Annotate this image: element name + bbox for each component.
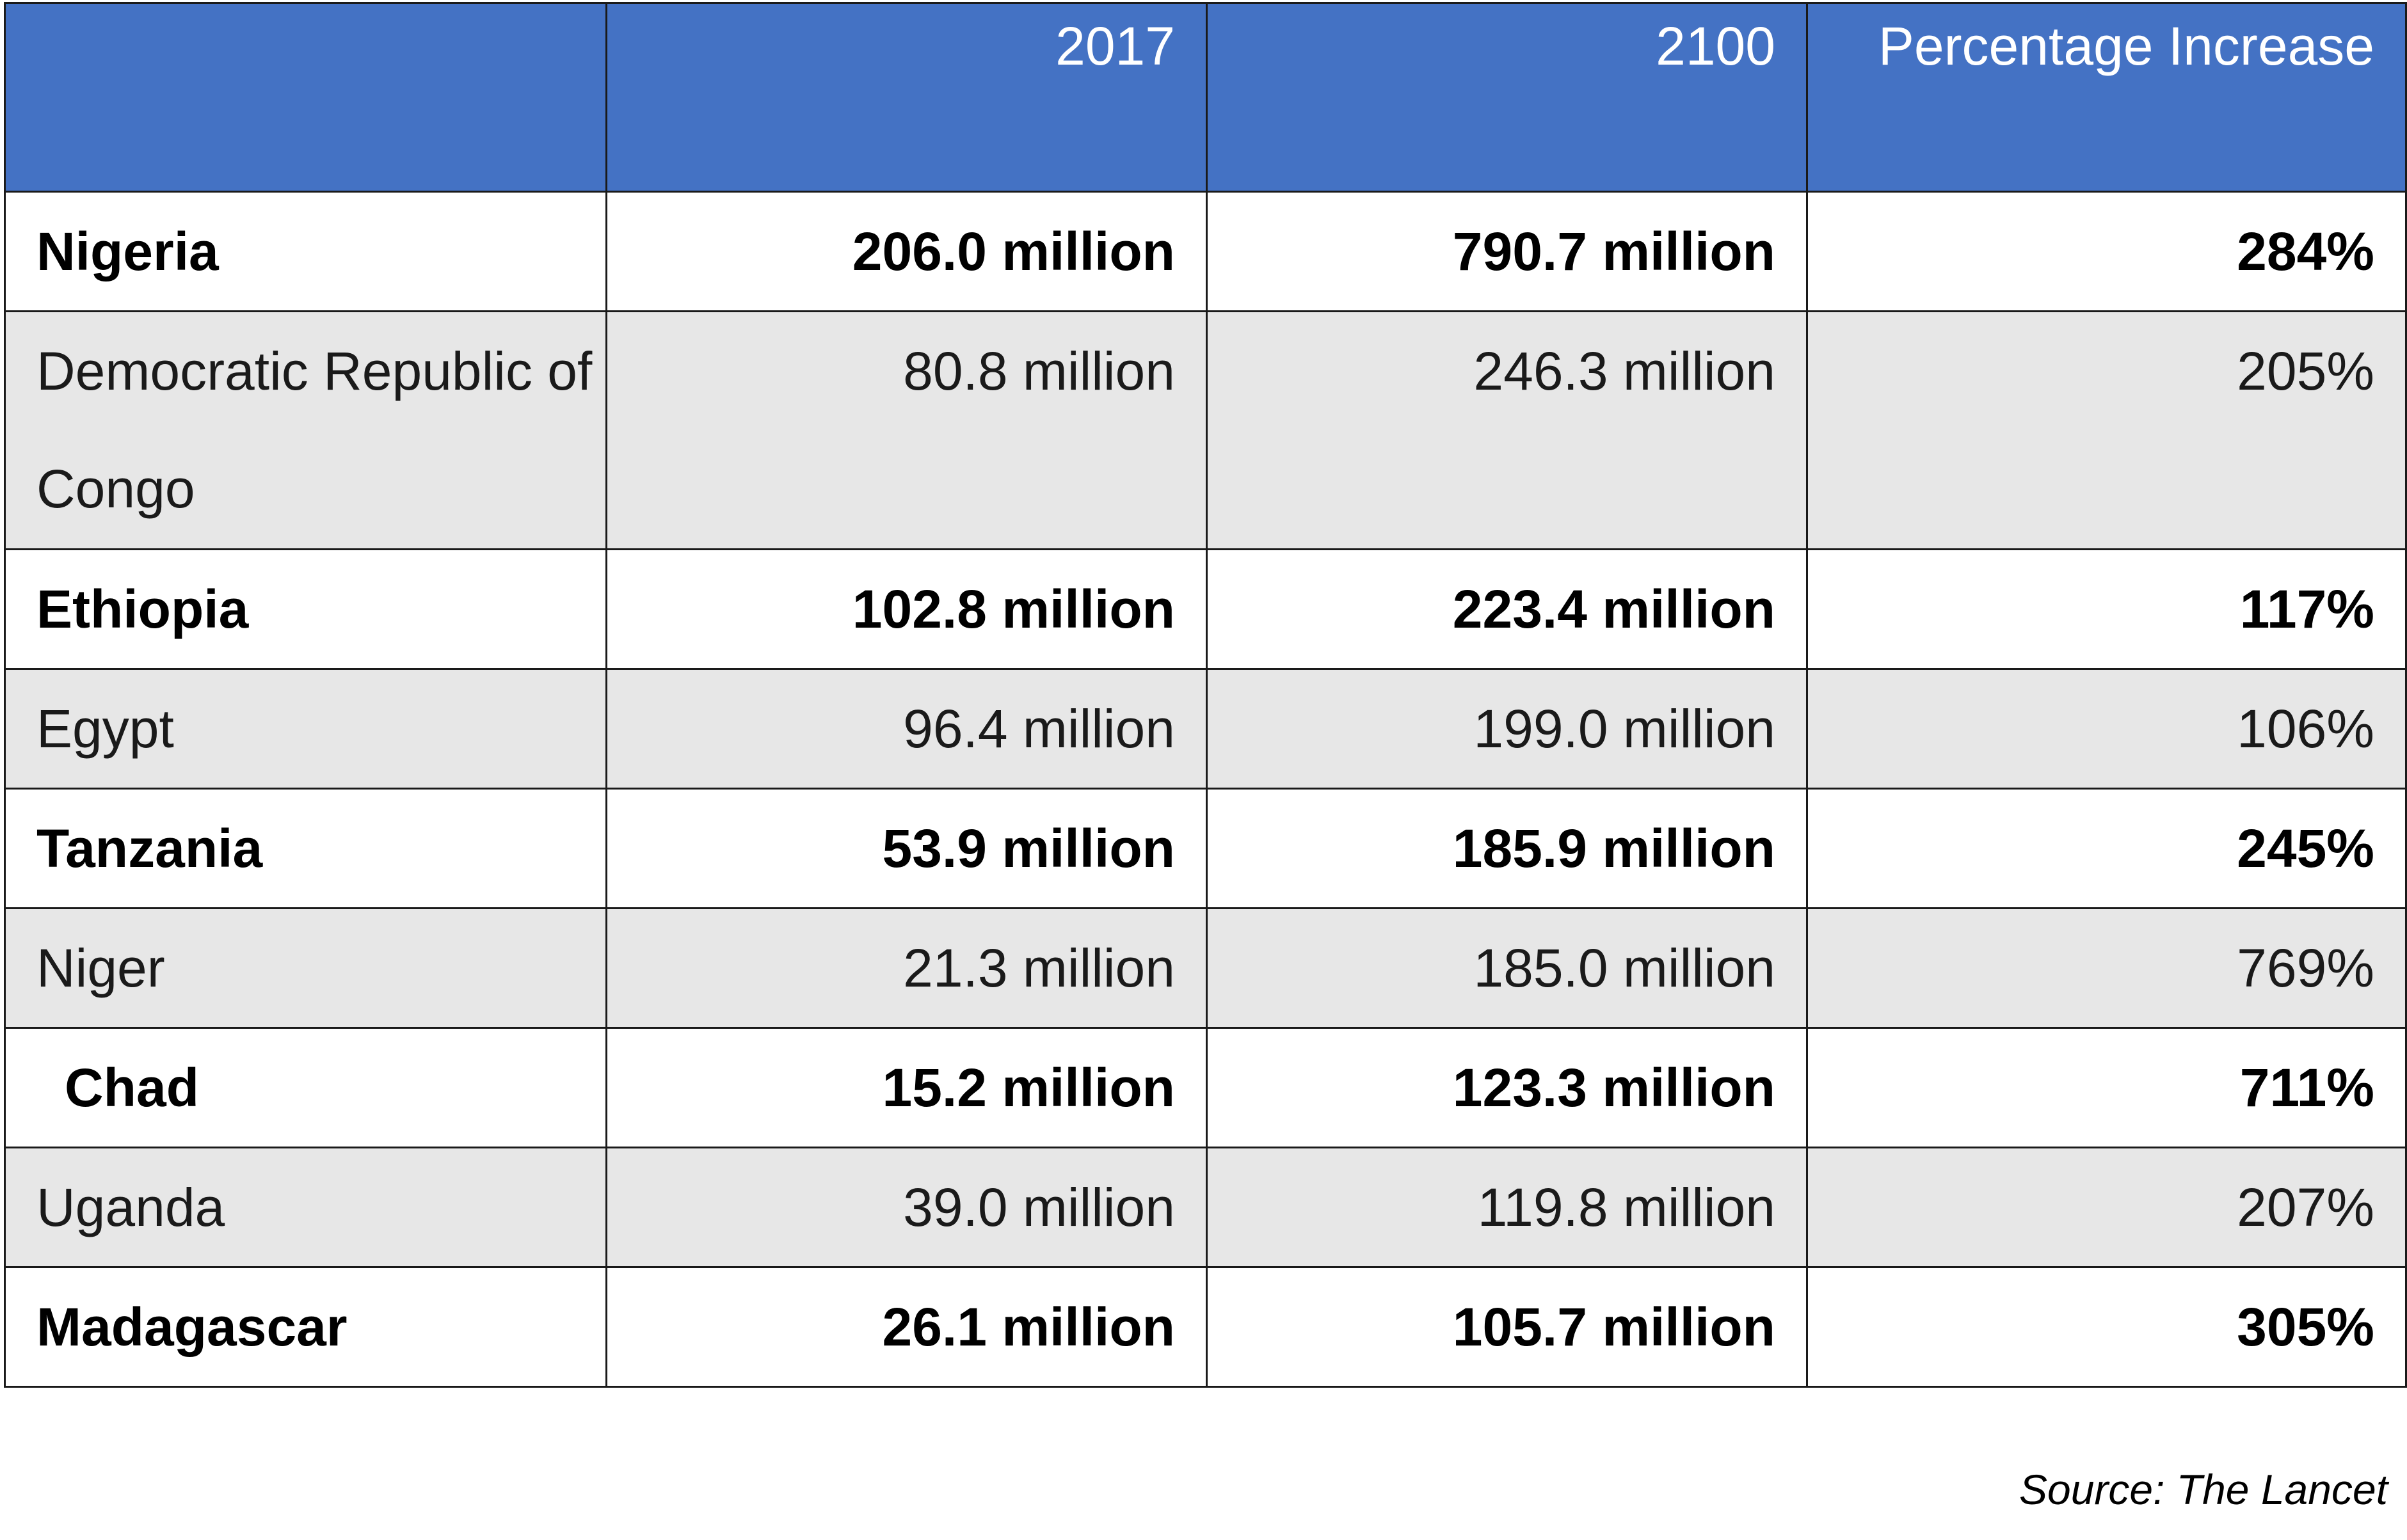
increase-cell: 284% <box>1806 191 2407 312</box>
country-cell: Niger <box>4 907 607 1029</box>
table-row: Ethiopia 102.8 million 223.4 million 117… <box>4 548 2407 670</box>
value-2100-cell: 223.4 million <box>1206 548 1808 670</box>
table-row: Egypt 96.4 million 199.0 million 106% <box>4 668 2407 790</box>
value-2017-cell: 96.4 million <box>605 668 1208 790</box>
increase-cell: 117% <box>1806 548 2407 670</box>
header-percentage-increase: Percentage Increase <box>1806 2 2407 193</box>
country-cell: Democratic Republic of Congo <box>4 310 607 550</box>
value-2017-cell: 26.1 million <box>605 1266 1208 1388</box>
increase-cell: 305% <box>1806 1266 2407 1388</box>
increase-cell: 205% <box>1806 310 2407 550</box>
increase-cell: 207% <box>1806 1147 2407 1268</box>
country-cell: Uganda <box>4 1147 607 1268</box>
value-2100-cell: 790.7 million <box>1206 191 1808 312</box>
increase-cell: 245% <box>1806 788 2407 909</box>
value-2100-cell: 185.9 million <box>1206 788 1808 909</box>
value-2100-cell: 105.7 million <box>1206 1266 1808 1388</box>
header-2017: 2017 <box>605 2 1208 193</box>
value-2017-cell: 21.3 million <box>605 907 1208 1029</box>
table-row: Uganda 39.0 million 119.8 million 207% <box>4 1147 2407 1268</box>
increase-cell: 711% <box>1806 1027 2407 1148</box>
table-row: Democratic Republic of Congo 80.8 millio… <box>4 310 2407 550</box>
country-cell: Egypt <box>4 668 607 790</box>
country-cell: Madagascar <box>4 1266 607 1388</box>
table-row: Niger 21.3 million 185.0 million 769% <box>4 907 2407 1029</box>
value-2100-cell: 185.0 million <box>1206 907 1808 1029</box>
header-country <box>4 2 607 193</box>
value-2017-cell: 39.0 million <box>605 1147 1208 1268</box>
value-2017-cell: 15.2 million <box>605 1027 1208 1148</box>
population-table: 2017 2100 Percentage Increase Nigeria 20… <box>4 2 2407 1388</box>
country-cell: Nigeria <box>4 191 607 312</box>
increase-cell: 769% <box>1806 907 2407 1029</box>
table-row: Chad 15.2 million 123.3 million 711% <box>4 1027 2407 1148</box>
value-2100-cell: 123.3 million <box>1206 1027 1808 1148</box>
table-row: Nigeria 206.0 million 790.7 million 284% <box>4 191 2407 312</box>
header-row: 2017 2100 Percentage Increase <box>4 2 2407 193</box>
country-cell: Chad <box>4 1027 607 1148</box>
value-2100-cell: 246.3 million <box>1206 310 1808 550</box>
source-note: Source: The Lancet <box>2019 1466 2388 1513</box>
table-row: Madagascar 26.1 million 105.7 million 30… <box>4 1266 2407 1388</box>
value-2017-cell: 53.9 million <box>605 788 1208 909</box>
value-2100-cell: 119.8 million <box>1206 1147 1808 1268</box>
increase-cell: 106% <box>1806 668 2407 790</box>
country-cell: Tanzania <box>4 788 607 909</box>
header-2100: 2100 <box>1206 2 1808 193</box>
country-cell: Ethiopia <box>4 548 607 670</box>
value-2017-cell: 206.0 million <box>605 191 1208 312</box>
table-row: Tanzania 53.9 million 185.9 million 245% <box>4 788 2407 909</box>
value-2100-cell: 199.0 million <box>1206 668 1808 790</box>
value-2017-cell: 80.8 million <box>605 310 1208 550</box>
value-2017-cell: 102.8 million <box>605 548 1208 670</box>
